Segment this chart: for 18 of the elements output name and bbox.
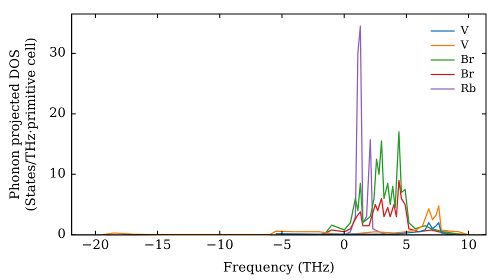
legend-label: Rb <box>460 82 476 95</box>
x-tick-label: 0 <box>340 238 348 253</box>
x-tick-label: −15 <box>144 238 172 253</box>
y-tick-label: 10 <box>49 166 66 182</box>
legend-label: Br <box>460 67 475 80</box>
x-tick-label: 10 <box>460 238 477 253</box>
x-tick-label: 5 <box>402 238 411 253</box>
y-tick-label: 0 <box>57 227 66 242</box>
x-tick-label: −10 <box>206 238 234 253</box>
x-tick-label: −20 <box>82 238 110 253</box>
y-axis-title: Phonon projected DOS (States/THz·primitive cell) <box>8 37 39 212</box>
legend-label: Br <box>460 52 475 66</box>
x-tick-label: −5 <box>272 238 292 253</box>
y-tick-label: 30 <box>49 46 66 61</box>
x-axis-title: Frequency (THz) <box>223 260 335 276</box>
legend-label: V <box>460 24 470 37</box>
legend-label: V <box>460 38 470 52</box>
y-tick-label: 20 <box>49 106 66 122</box>
